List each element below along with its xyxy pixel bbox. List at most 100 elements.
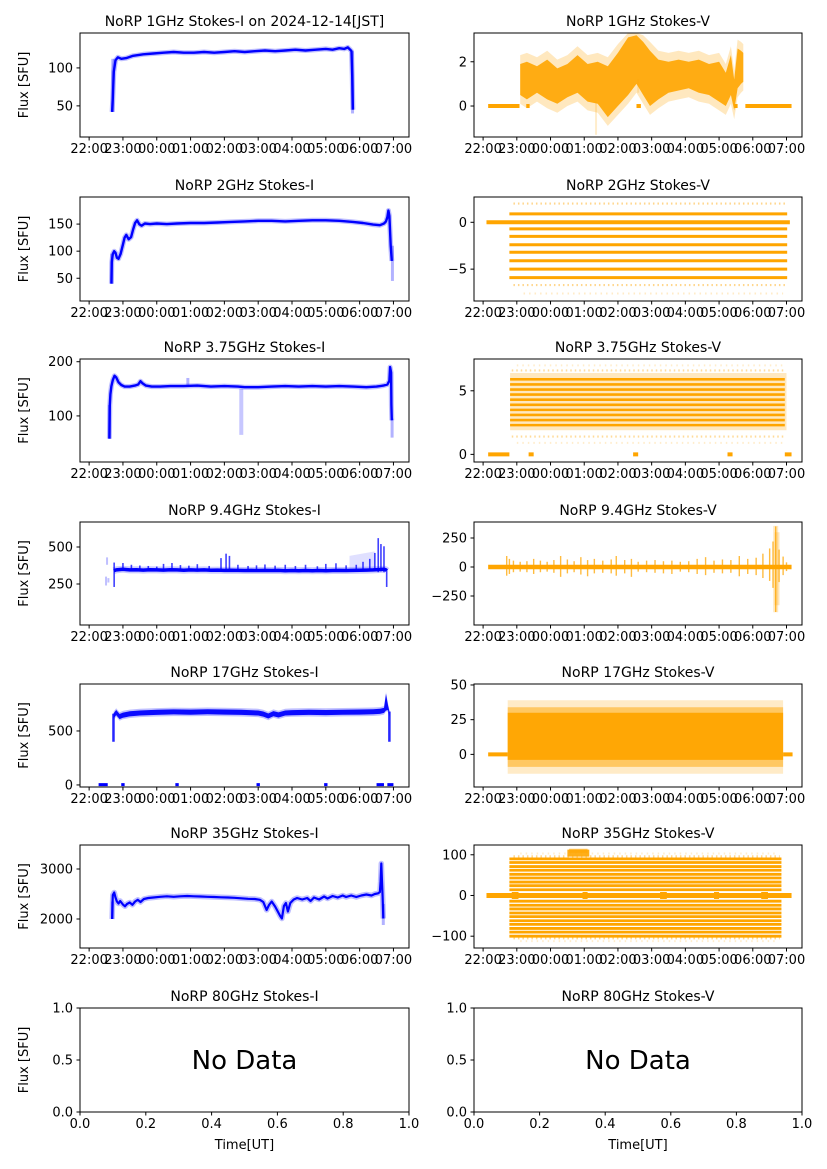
panel-norp-2ghz-stokes-i-line — [110, 209, 393, 284]
x-tick-label: 23:00 — [104, 630, 141, 645]
x-tick-label: 02:00 — [599, 142, 636, 157]
x-tick-label: 01:00 — [565, 792, 602, 807]
axes-frame — [79, 521, 410, 626]
x-tick-label: 23:00 — [498, 467, 535, 482]
x-tick-label: 01:00 — [565, 142, 602, 157]
x-tick-label: 07:00 — [375, 630, 412, 645]
x-tick-label: 06:00 — [341, 142, 378, 157]
axes-frame — [473, 32, 803, 138]
x-tick-label: 04:00 — [273, 953, 310, 968]
x-tick-label: 03:00 — [633, 953, 670, 968]
panel-norp-1ghz-stokes-v: 22:0023:0000:0001:0002:0003:0004:0005:00… — [459, 14, 806, 157]
x-tick-label: 02:00 — [599, 467, 636, 482]
x-tick-label: 0.2 — [529, 1117, 550, 1132]
x-tick-label: 22:00 — [70, 792, 107, 807]
panel-norp-1ghz-stokes-i: 22:0023:0000:0001:0002:0003:0004:0005:00… — [17, 14, 412, 157]
x-tick-label: 07:00 — [768, 630, 805, 645]
x-tick-label: 01:00 — [565, 467, 602, 482]
x-tick-label: 00:00 — [138, 630, 175, 645]
panel-norp-80ghz-stokes-i: 0.0 0.2 0.4 0.6 0.8 1.0 0.0 0.5 1.0 NoRP 80GHz St… — [17, 989, 419, 1153]
y-tick-label: 0.5 — [52, 1054, 73, 1069]
y-tick-label: 250 — [442, 532, 467, 547]
panel-norp-9.4ghz-stokes-v: 22:0023:0000:0001:0002:0003:0004:0005:00… — [431, 503, 805, 645]
x-tick-label: 04:00 — [273, 792, 310, 807]
x-tick-label: 03:00 — [239, 467, 276, 482]
x-tick-label: 23:00 — [498, 792, 535, 807]
x-tick-label: 06:00 — [341, 792, 378, 807]
panel-norp-80ghz-stokes-v: 0.0 0.2 0.4 0.6 0.8 1.0 0.0 0.5 1.0 NoRP 80GHz St… — [446, 989, 812, 1153]
x-tick-label: 03:00 — [239, 953, 276, 968]
x-tick-label: 03:00 — [239, 630, 276, 645]
x-tick-label: 04:00 — [667, 142, 704, 157]
x-tick-label: 00:00 — [138, 953, 175, 968]
y-tick-label: 50 — [56, 99, 73, 114]
x-tick-label: 03:00 — [633, 142, 670, 157]
x-tick-label: 01:00 — [172, 142, 209, 157]
x-tick-label: 07:00 — [375, 142, 412, 157]
x-tick-label: 22:00 — [70, 630, 107, 645]
panel-title: NoRP 9.4GHz Stokes-V — [559, 503, 717, 519]
x-tick-label: 00:00 — [532, 467, 569, 482]
x-tick-label: 04:00 — [667, 630, 704, 645]
panel-title: NoRP 2GHz Stokes-I — [175, 178, 314, 194]
x-tick-label: 03:00 — [633, 630, 670, 645]
y-tick-label: 2 — [459, 55, 467, 70]
panel-norp-1ghz-stokes-i-halo — [109, 44, 356, 113]
panel-title: NoRP 80GHz Stokes-V — [562, 989, 715, 1005]
panel-title: NoRP 3.75GHz Stokes-V — [555, 340, 722, 356]
panel-norp-17ghz-stokes-i: 22:0023:0000:0001:0002:0003:0004:0005:00… — [17, 665, 412, 807]
x-tick-label: 03:00 — [633, 306, 670, 321]
x-tick-label: 06:00 — [734, 953, 771, 968]
x-tick-label: 06:00 — [734, 467, 771, 482]
y-tick-label: 3000 — [40, 863, 73, 878]
x-tick-label: 23:00 — [498, 630, 535, 645]
y-tick-label: 150 — [48, 218, 73, 233]
panel-norp-1ghz-stokes-i-line — [110, 46, 355, 112]
x-tick-label: 06:00 — [734, 792, 771, 807]
panel-norp-35ghz-stokes-v: 22:0023:0000:0001:0002:0003:0004:0005:00… — [431, 826, 805, 968]
axes-frame — [79, 683, 410, 788]
x-tick-label: 01:00 — [565, 306, 602, 321]
x-tick-label: 03:00 — [239, 142, 276, 157]
no-data-label: No Data — [585, 1046, 691, 1076]
panel-norp-3.75ghz-stokes-v: 22:0023:0000:0001:0002:0003:0004:0005:00… — [459, 340, 806, 482]
x-tick-label: 0.6 — [660, 1117, 681, 1132]
x-tick-label: 00:00 — [532, 953, 569, 968]
x-tick-label: 07:00 — [768, 792, 805, 807]
x-tick-label: 22:00 — [464, 467, 501, 482]
x-tick-label: 00:00 — [138, 306, 175, 321]
x-tick-label: 22:00 — [464, 792, 501, 807]
x-tick-label: 07:00 — [768, 142, 805, 157]
y-tick-label: 200 — [48, 355, 73, 370]
x-tick-label: 05:00 — [700, 467, 737, 482]
x-tick-label: 22:00 — [70, 142, 107, 157]
x-tick-label: 22:00 — [70, 306, 107, 321]
x-tick-label: 05:00 — [700, 142, 737, 157]
data-band — [113, 692, 390, 721]
x-tick-label: 02:00 — [206, 630, 243, 645]
y-tick-label: 0 — [459, 100, 467, 115]
panel-title: NoRP 3.75GHz Stokes-I — [164, 340, 326, 356]
panel-title: NoRP 35GHz Stokes-I — [170, 826, 318, 842]
x-tick-label: 0.2 — [135, 1117, 156, 1132]
x-tick-label: 03:00 — [633, 792, 670, 807]
x-tick-label: 23:00 — [498, 953, 535, 968]
x-tick-label: 0.0 — [70, 1117, 91, 1132]
y-axis-label: Flux [SFU] — [17, 216, 32, 283]
x-tick-label: 01:00 — [172, 953, 209, 968]
panel-title: NoRP 17GHz Stokes-V — [562, 665, 715, 681]
y-tick-label: 0.0 — [52, 1106, 73, 1121]
panel-norp-9.4ghz-stokes-i: 22:0023:0000:0001:0002:0003:0004:0005:00… — [17, 503, 412, 645]
x-tick-label: 05:00 — [700, 953, 737, 968]
x-tick-label: 02:00 — [599, 792, 636, 807]
x-tick-label: 04:00 — [667, 953, 704, 968]
x-axis-label: Time[UT] — [607, 1138, 667, 1153]
x-tick-label: 0.4 — [201, 1117, 222, 1132]
y-axis-label: Flux [SFU] — [17, 540, 32, 607]
x-tick-label: 04:00 — [273, 630, 310, 645]
panel-norp-3.75ghz-stokes-i: 22:0023:0000:0001:0002:0003:0004:0005:00… — [17, 340, 412, 482]
x-tick-label: 23:00 — [104, 306, 141, 321]
panel-title: NoRP 1GHz Stokes-I on 2024-12-14[JST] — [105, 14, 385, 30]
y-tick-label: 100 — [48, 245, 73, 260]
